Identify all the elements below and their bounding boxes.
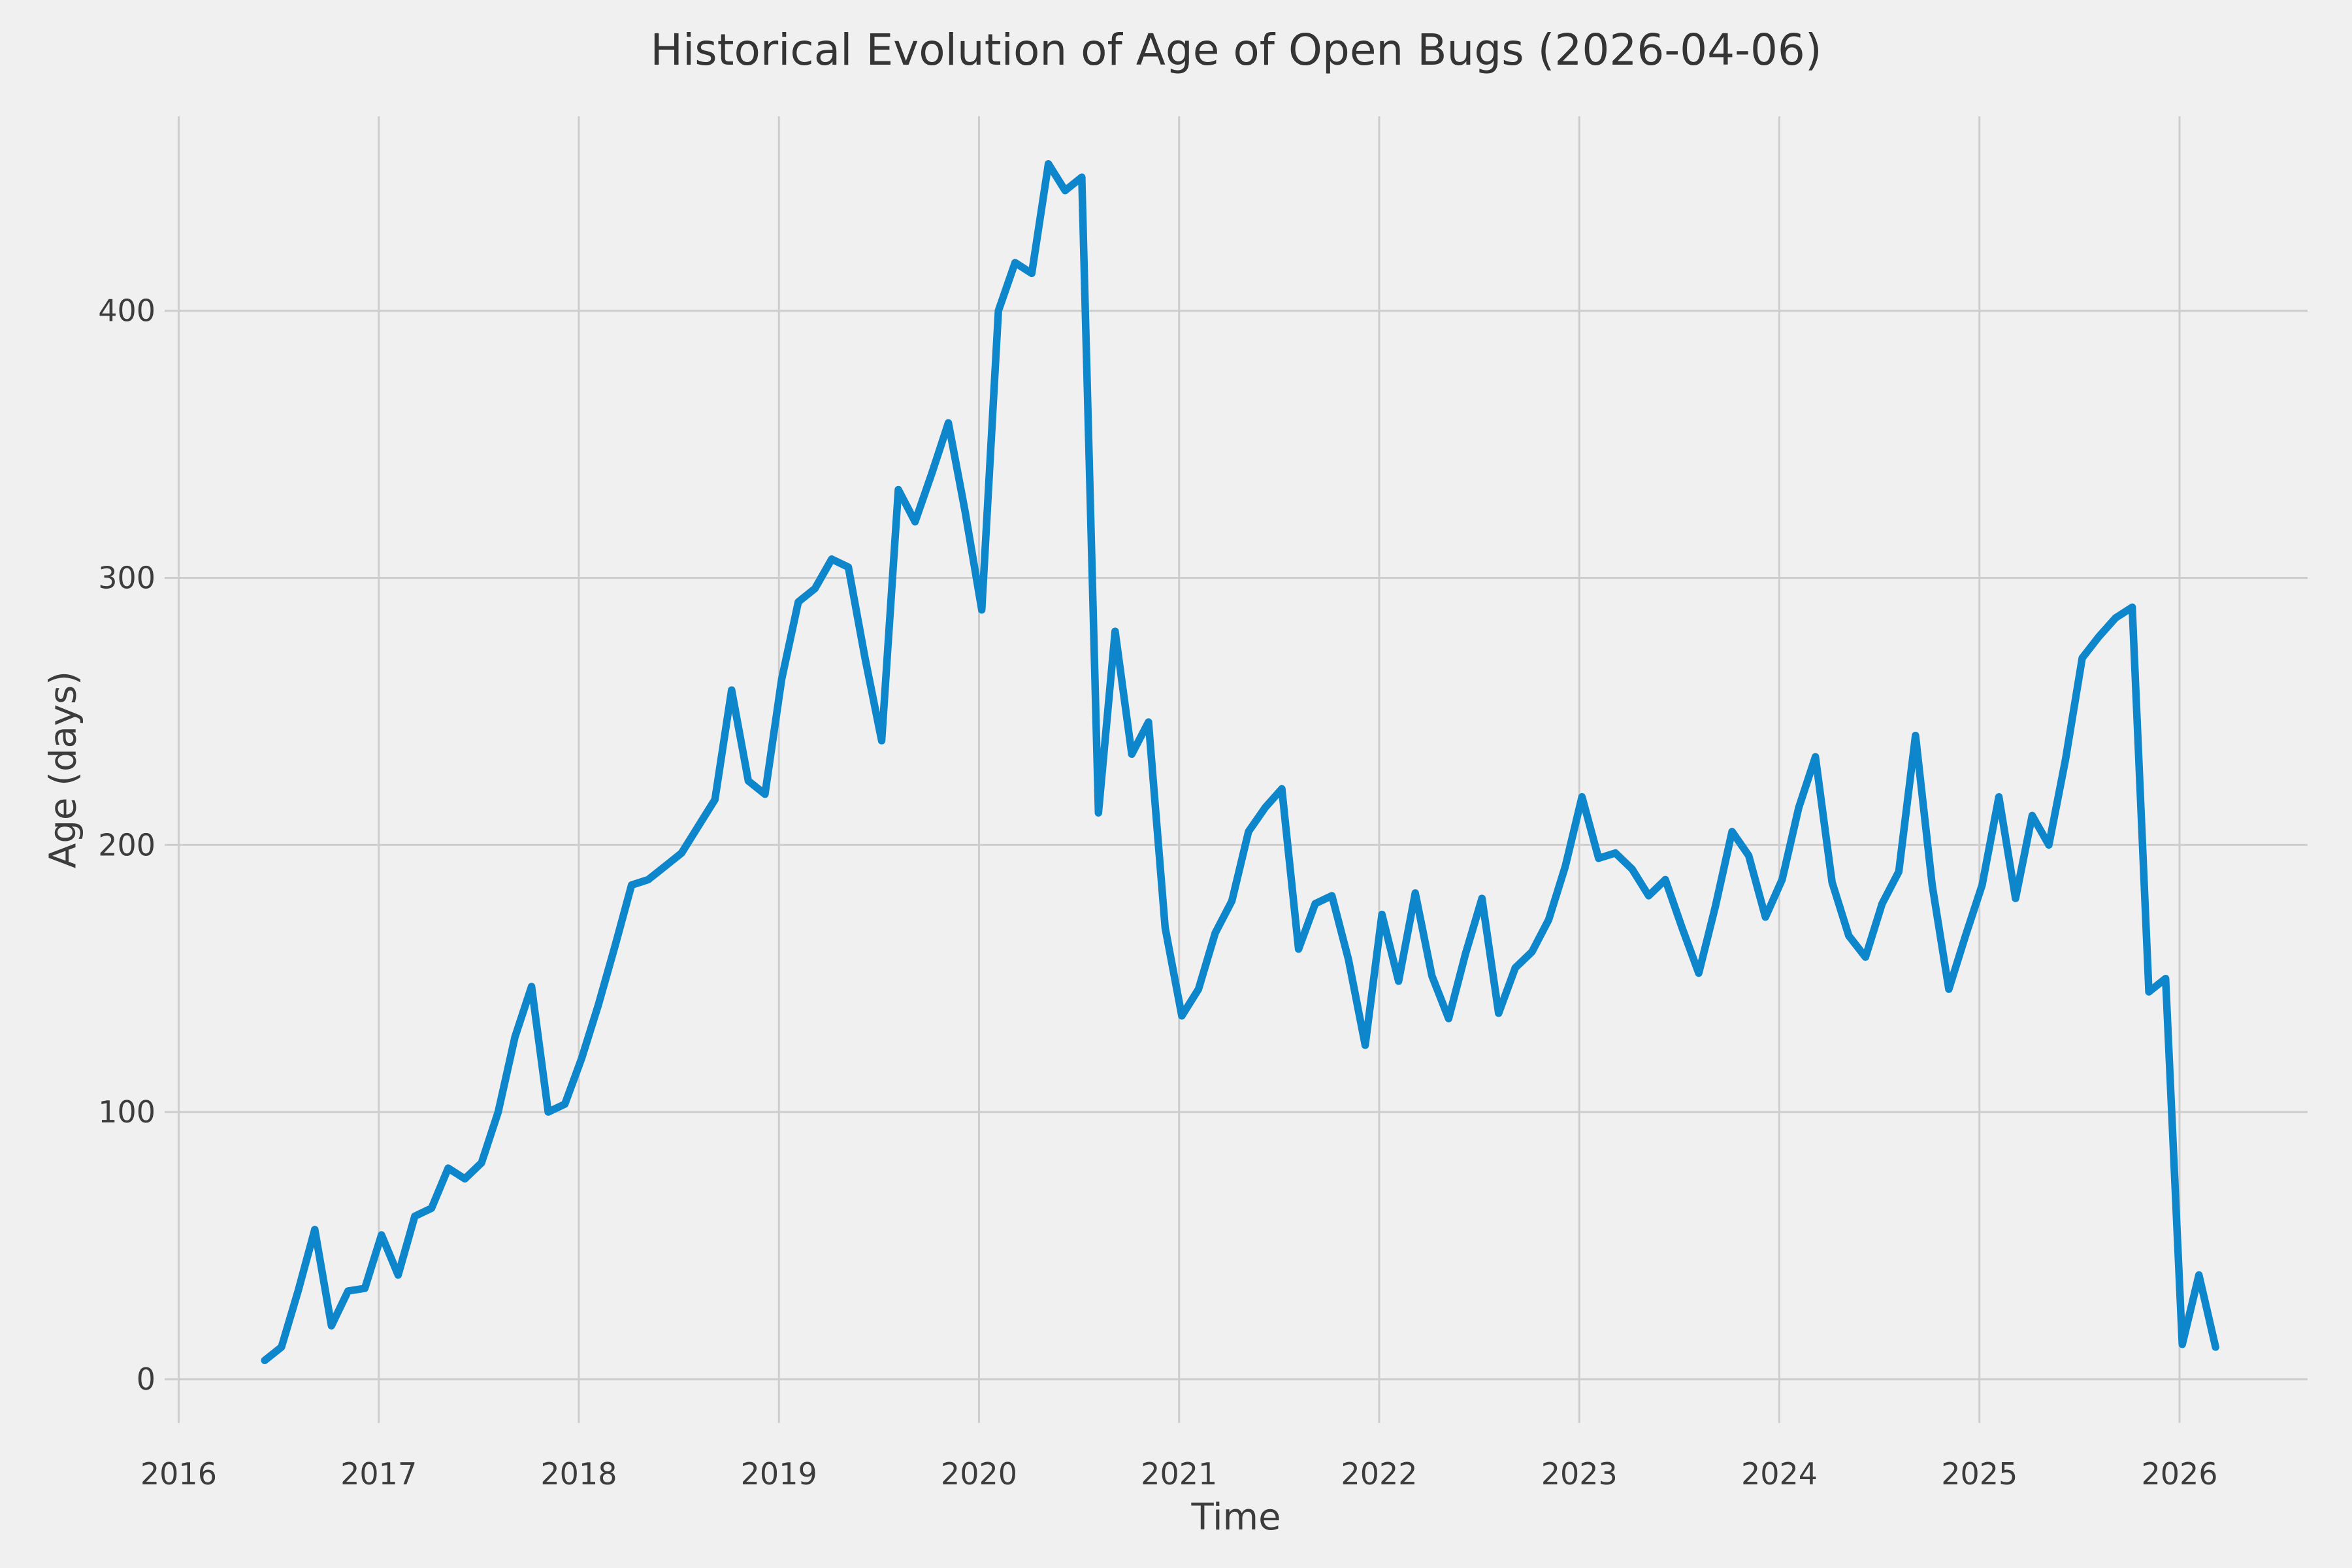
y-tick-label: 100: [98, 1094, 155, 1130]
x-tick-label: 2018: [540, 1456, 617, 1492]
chart-title: Historical Evolution of Age of Open Bugs…: [650, 25, 1822, 75]
x-tick-label: 2026: [2141, 1456, 2217, 1492]
x-tick-label: 2020: [941, 1456, 1017, 1492]
y-tick-label: 400: [98, 293, 155, 329]
x-tick-label: 2019: [741, 1456, 817, 1492]
x-tick-label: 2017: [340, 1456, 417, 1492]
x-tick-label: 2016: [140, 1456, 217, 1492]
y-axis-label: Age (days): [42, 671, 85, 868]
age-of-open-bugs-line: [261, 160, 2219, 1365]
x-tick-label: 2025: [1941, 1456, 2017, 1492]
x-tick-label: 2022: [1341, 1456, 1417, 1492]
x-axis-label: Time: [1191, 1496, 1281, 1539]
x-tick-label: 2023: [1541, 1456, 1618, 1492]
x-tick-label: 2021: [1141, 1456, 1217, 1492]
y-tick-label: 300: [98, 560, 155, 595]
y-tick-label: 0: [137, 1362, 155, 1397]
y-tick-label: 200: [98, 827, 155, 862]
x-tick-label: 2024: [1741, 1456, 1818, 1492]
